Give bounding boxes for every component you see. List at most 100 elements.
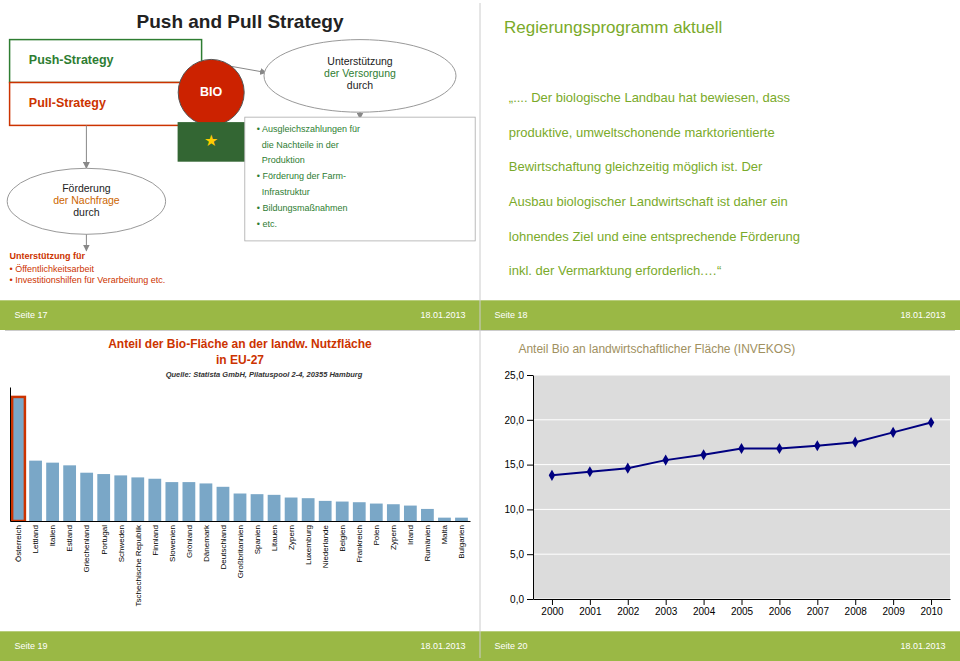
supply-ellipse xyxy=(264,40,456,113)
x-tick-label: 2000 xyxy=(541,606,564,617)
bullet-line: die Nachteile in der xyxy=(257,140,339,150)
x-tick: Frankreich xyxy=(355,525,364,563)
y-tick-label: 10,0 xyxy=(505,504,525,515)
title: Anteil Bio an landwirtschaftlicher Fläch… xyxy=(518,342,795,356)
x-tick: Dänemark xyxy=(202,524,211,562)
x-tick: Schweden xyxy=(117,525,126,562)
x-tick-mark xyxy=(931,599,932,605)
x-tick: Litauen xyxy=(270,525,279,551)
point xyxy=(776,443,782,454)
point xyxy=(814,440,820,451)
y-tick-mark xyxy=(527,599,533,600)
y-axis-line xyxy=(533,376,534,600)
x-tick-label: Frankreich xyxy=(355,525,364,563)
y-tick-mark xyxy=(527,375,533,376)
x-tick: 2002 xyxy=(617,599,640,617)
x-tick: 2008 xyxy=(845,599,868,617)
label: der Versorgung xyxy=(324,67,396,79)
x-tick-label: Großbritannien xyxy=(236,525,245,578)
grid-line xyxy=(533,509,950,510)
y-axis-line xyxy=(10,388,11,522)
bar xyxy=(183,482,196,521)
x-tick: 2006 xyxy=(769,599,792,617)
x-tick: Italien xyxy=(48,525,57,546)
x-tick: Malta xyxy=(440,524,449,544)
x-tick-label: 2008 xyxy=(845,606,868,617)
footer-bar xyxy=(0,631,480,661)
bar xyxy=(285,498,298,521)
panel: Regierungsprogramm aktuell„.... Der biol… xyxy=(480,18,960,331)
title: Push and Pull Strategy xyxy=(137,11,344,32)
footer-left: Seite 17 xyxy=(14,310,47,320)
grid-line xyxy=(533,419,950,420)
x-tick: 2007 xyxy=(807,599,830,617)
y-tick-label: 20,0 xyxy=(505,415,525,426)
x-tick: 2004 xyxy=(693,599,716,617)
y-tick-label: 5,0 xyxy=(510,549,524,560)
pull-box xyxy=(10,83,202,126)
x-tick: Zypern xyxy=(287,525,296,550)
point xyxy=(890,427,896,438)
x-tick-label: Tschechische Republik xyxy=(134,524,143,606)
x-tick-label: Irland xyxy=(406,525,415,545)
y-tick-mark xyxy=(527,465,533,466)
arrow xyxy=(86,125,87,168)
x-tick-label: Polen xyxy=(372,525,381,545)
x-tick-label: 2004 xyxy=(693,606,716,617)
grid xyxy=(533,375,950,599)
label: Unterstützung für xyxy=(10,251,86,261)
y-tick: 5,0 xyxy=(510,549,533,560)
divider xyxy=(480,3,481,658)
x-tick-label: Niederlande xyxy=(321,524,330,568)
footer-right: 18.01.2013 xyxy=(421,310,466,320)
x-tick-label: 2010 xyxy=(920,606,943,617)
x-tick: 2000 xyxy=(541,599,564,617)
point xyxy=(587,466,593,477)
bar xyxy=(421,509,434,521)
bar xyxy=(387,504,400,521)
x-tick-label: 2006 xyxy=(769,606,792,617)
x-tick-label: Zypern xyxy=(287,525,296,550)
x-tick-mark xyxy=(742,599,743,605)
x-tick-label: Litauen xyxy=(270,525,279,551)
quote-line: produktive, umweltschonende marktorienti… xyxy=(509,125,775,140)
quote-line: „.... Der biologische Landbau hat bewies… xyxy=(509,90,791,105)
bar xyxy=(46,463,59,521)
x-tick-mark xyxy=(666,599,667,605)
y-axis xyxy=(10,388,11,522)
bar xyxy=(148,479,161,521)
bar xyxy=(234,494,247,521)
x-tick: Irland xyxy=(406,525,415,545)
source: Quelle: Statista GmbH, Pilatuspool 2-4, … xyxy=(166,370,363,379)
panel: Push and Pull StrategyPush-StrategyPull-… xyxy=(0,11,480,330)
x-tick: Griechenland xyxy=(82,525,91,573)
label: durch xyxy=(347,79,373,91)
label: Förderung xyxy=(62,182,111,194)
point xyxy=(738,443,744,454)
x-tick-mark xyxy=(704,599,705,605)
bullet-line: Infrastruktur xyxy=(257,187,310,197)
footer-right: 18.01.2013 xyxy=(421,641,466,651)
plot-area xyxy=(549,417,935,481)
bar xyxy=(200,483,213,521)
footer-bar xyxy=(480,300,960,330)
bullet-line: • Bildungsmaßnahmen xyxy=(257,203,348,213)
x-tick: Luxemburg xyxy=(304,525,313,565)
footer-bar xyxy=(0,300,480,330)
y-tick: 20,0 xyxy=(505,415,533,426)
bullet-line: • etc. xyxy=(257,219,277,229)
y-tick-label: 0,0 xyxy=(510,594,524,605)
x-tick: Österreich xyxy=(14,525,23,562)
x-tick-label: Luxemburg xyxy=(304,525,313,565)
eu-badge xyxy=(178,122,245,162)
point xyxy=(662,455,668,466)
x-tick-label: 2002 xyxy=(617,606,640,617)
x-tick: Belgien xyxy=(338,525,347,552)
plot-area xyxy=(12,397,468,521)
bio-label: BIO xyxy=(200,85,223,99)
grid-line xyxy=(533,375,950,376)
x-tick-label: 2007 xyxy=(807,606,830,617)
y-tick-mark xyxy=(527,420,533,421)
x-axis: ÖsterreichLettlandItalienEstlandGriechen… xyxy=(11,522,471,607)
footer-bar xyxy=(480,631,960,661)
